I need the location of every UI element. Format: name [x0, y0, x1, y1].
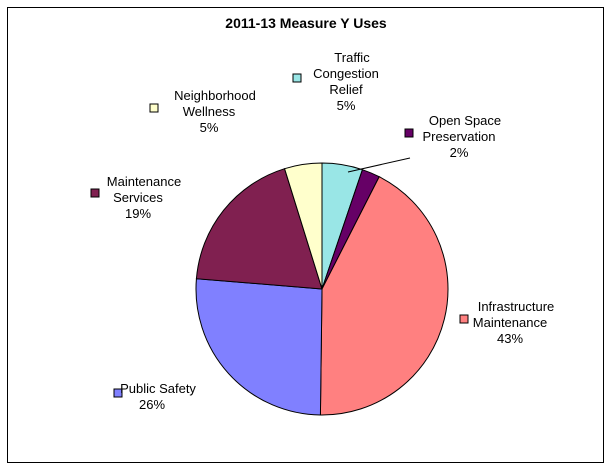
pie-slice-maintenance-services [195, 168, 323, 290]
slice-label-infrastructure-maintenance-line-1: Infrastructure [478, 299, 555, 314]
label-marker-neighborhood-wellness [149, 103, 159, 113]
chart-title: 2011-13 Measure Y Uses [225, 15, 387, 31]
slice-label-maintenance-services-line-1: Maintenance [107, 174, 181, 189]
pie-slices [195, 162, 449, 416]
label-marker-open-space-preservation [404, 128, 414, 138]
slice-label-maintenance-services-line-2: Services [113, 190, 163, 205]
leader-lines [347, 157, 411, 173]
slice-percent-maintenance-services: 19% [125, 206, 151, 221]
label-marker-public-safety [113, 388, 123, 398]
slice-label-public-safety-line-1: Public Safety [120, 381, 196, 396]
label-marker-infrastructure-maintenance [459, 314, 469, 324]
slice-label-open-space-preservation-line-1: Open Space [429, 113, 501, 128]
slice-percent-public-safety: 26% [139, 397, 165, 412]
slice-label-traffic-congestion-relief-line-3: Relief [329, 82, 363, 97]
label-marker-maintenance-services [90, 188, 100, 198]
slice-label-traffic-congestion-relief-line-2: Congestion [313, 66, 379, 81]
pie-slice-neighborhood-wellness [283, 162, 323, 290]
slice-label-open-space-preservation-line-2: Preservation [423, 129, 496, 144]
slice-label-neighborhood-wellness-line-2: Wellness [183, 104, 236, 119]
pie-slice-infrastructure-maintenance [319, 176, 449, 416]
slice-percent-open-space-preservation: 2% [450, 145, 469, 160]
slice-label-neighborhood-wellness-line-1: Neighborhood [174, 88, 256, 103]
leader-line-open-space-preservation [347, 157, 411, 173]
label-marker-traffic-congestion-relief [292, 73, 302, 83]
slice-label-infrastructure-maintenance-line-2: Maintenance [473, 315, 547, 330]
slice-percent-neighborhood-wellness: 5% [200, 120, 219, 135]
slice-percent-traffic-congestion-relief: 5% [337, 98, 356, 113]
slice-percent-infrastructure-maintenance: 43% [497, 331, 523, 346]
slice-label-traffic-congestion-relief-line-1: Traffic [334, 50, 370, 65]
pie-slice-public-safety [195, 278, 323, 416]
